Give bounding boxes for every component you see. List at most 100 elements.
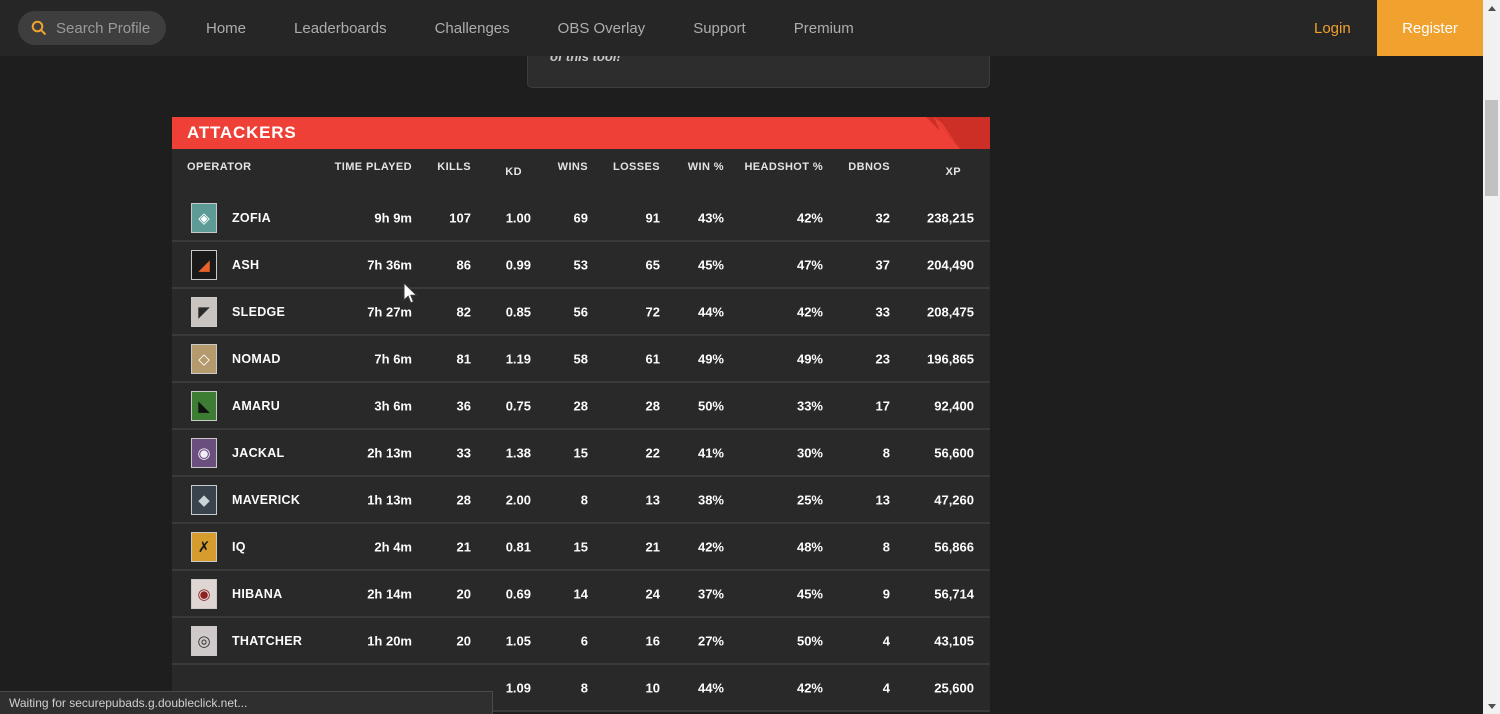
cell-wins: 8 bbox=[580, 680, 588, 695]
cell-losses: 10 bbox=[645, 680, 660, 695]
column-header-dbnos[interactable]: DBNOS bbox=[848, 161, 890, 173]
cell-xp: 43,105 bbox=[934, 633, 974, 648]
cell-kd: 0.85 bbox=[505, 304, 531, 319]
column-header-losses[interactable]: LOSSES bbox=[612, 161, 660, 173]
cell-losses: 24 bbox=[645, 586, 660, 601]
cell-kills: 86 bbox=[456, 257, 471, 272]
cell-kd: 0.99 bbox=[505, 257, 531, 272]
cell-win-pct: 45% bbox=[697, 257, 724, 272]
cell-headshot-pct: 42% bbox=[796, 304, 823, 319]
cell-win-pct: 27% bbox=[697, 633, 724, 648]
cell-headshot-pct: 33% bbox=[796, 398, 823, 413]
cell-headshot-pct: 42% bbox=[796, 210, 823, 225]
nomad-operator-icon: ◇ bbox=[191, 344, 217, 374]
cell-time-played: 2h 4m bbox=[374, 539, 412, 554]
cell-kills: 33 bbox=[456, 445, 471, 460]
column-header-kd[interactable]: KD bbox=[505, 166, 522, 178]
cell-headshot-pct: 50% bbox=[796, 633, 823, 648]
iq-operator-icon: ✗ bbox=[191, 532, 217, 562]
cell-wins: 53 bbox=[573, 257, 588, 272]
cell-time-played: 1h 20m bbox=[367, 633, 412, 648]
cell-time-played: 7h 36m bbox=[367, 257, 412, 272]
cell-kills: 82 bbox=[456, 304, 471, 319]
table-row: ✗ IQ 2h 4m 21 0.81 15 21 42% 48% 8 56,86… bbox=[172, 524, 990, 571]
cell-losses: 13 bbox=[645, 492, 660, 507]
table-row: ◎ THATCHER 1h 20m 20 1.05 6 16 27% 50% 4… bbox=[172, 618, 990, 665]
cell-wins: 28 bbox=[573, 398, 588, 413]
cell-time-played: 7h 6m bbox=[374, 351, 412, 366]
cell-wins: 15 bbox=[573, 445, 588, 460]
cell-losses: 72 bbox=[645, 304, 660, 319]
cell-kills: 20 bbox=[456, 633, 471, 648]
login-link[interactable]: Login bbox=[1314, 19, 1351, 37]
table-row: ◉ HIBANA 2h 14m 20 0.69 14 24 37% 45% 9 … bbox=[172, 571, 990, 618]
cell-win-pct: 44% bbox=[697, 304, 724, 319]
cell-xp: 25,600 bbox=[934, 680, 974, 695]
search-profile-box[interactable] bbox=[18, 11, 166, 45]
column-header-xp[interactable]: XP bbox=[945, 166, 961, 178]
operator-name: HIBANA bbox=[232, 586, 283, 601]
sledge-operator-icon: ◤ bbox=[191, 297, 217, 327]
operator-name: MAVERICK bbox=[232, 492, 301, 507]
hibana-operator-icon: ◉ bbox=[191, 579, 217, 609]
nav-item-challenges[interactable]: Challenges bbox=[434, 19, 510, 37]
nav-links: Home Leaderboards Challenges OBS Overlay… bbox=[206, 0, 854, 56]
browser-status-bar: Waiting for securepubads.g.doubleclick.n… bbox=[0, 691, 493, 714]
scroll-up-arrow-icon[interactable] bbox=[1483, 0, 1500, 16]
column-header-wins[interactable]: WINS bbox=[557, 161, 588, 173]
column-header-win-pct[interactable]: WIN % bbox=[687, 161, 724, 173]
cell-win-pct: 43% bbox=[697, 210, 724, 225]
operator-name: AMARU bbox=[232, 398, 281, 413]
cell-wins: 69 bbox=[573, 210, 588, 225]
cell-headshot-pct: 42% bbox=[796, 680, 823, 695]
zofia-operator-icon: ◈ bbox=[191, 203, 217, 233]
cell-win-pct: 44% bbox=[697, 680, 724, 695]
cell-xp: 92,400 bbox=[934, 398, 974, 413]
operator-name: ZOFIA bbox=[232, 210, 271, 225]
cell-wins: 58 bbox=[573, 351, 588, 366]
scrollbar-thumb[interactable] bbox=[1485, 100, 1498, 196]
cell-xp: 196,865 bbox=[927, 351, 974, 366]
banner-bolt-decoration bbox=[926, 117, 990, 149]
scrollbar[interactable] bbox=[1483, 0, 1500, 714]
cell-wins: 56 bbox=[573, 304, 588, 319]
cell-kills: 81 bbox=[456, 351, 471, 366]
cell-losses: 91 bbox=[645, 210, 660, 225]
cell-headshot-pct: 25% bbox=[796, 492, 823, 507]
cell-dbnos: 23 bbox=[875, 351, 890, 366]
cell-xp: 47,260 bbox=[934, 492, 974, 507]
operator-name: NOMAD bbox=[232, 351, 281, 366]
attackers-banner: ATTACKERS bbox=[172, 117, 990, 149]
nav-item-premium[interactable]: Premium bbox=[793, 19, 854, 37]
register-button[interactable]: Register bbox=[1377, 0, 1483, 56]
cell-kd: 0.69 bbox=[505, 586, 531, 601]
table-title: ATTACKERS bbox=[187, 123, 297, 142]
cell-dbnos: 8 bbox=[882, 539, 890, 554]
nav-item-support[interactable]: Support bbox=[693, 19, 746, 37]
nav-item-leaderboards[interactable]: Leaderboards bbox=[294, 19, 387, 37]
operator-name: THATCHER bbox=[232, 633, 303, 648]
nav-item-home[interactable]: Home bbox=[206, 19, 247, 37]
column-header-operator[interactable]: OPERATOR bbox=[187, 161, 252, 173]
top-navbar: Home Leaderboards Challenges OBS Overlay… bbox=[0, 0, 1500, 56]
search-icon bbox=[31, 20, 47, 36]
table-row: ◣ AMARU 3h 6m 36 0.75 28 28 50% 33% 17 9… bbox=[172, 383, 990, 430]
cell-win-pct: 37% bbox=[697, 586, 724, 601]
cell-xp: 208,475 bbox=[927, 304, 974, 319]
cell-win-pct: 50% bbox=[697, 398, 724, 413]
operator-name: ASH bbox=[232, 257, 260, 272]
column-header-time-played[interactable]: TIME PLAYED bbox=[334, 161, 412, 173]
amaru-operator-icon: ◣ bbox=[191, 391, 217, 421]
cell-time-played: 7h 27m bbox=[367, 304, 412, 319]
table-header-row: OPERATOR TIME PLAYED KILLS KD WINS LOSSE… bbox=[172, 149, 990, 195]
cell-time-played: 1h 13m bbox=[367, 492, 412, 507]
cell-win-pct: 41% bbox=[697, 445, 724, 460]
cell-kd: 1.09 bbox=[505, 680, 531, 695]
nav-item-obs-overlay[interactable]: OBS Overlay bbox=[557, 19, 646, 37]
cell-kd: 2.00 bbox=[505, 492, 531, 507]
column-header-kills[interactable]: KILLS bbox=[437, 161, 471, 173]
scroll-down-arrow-icon[interactable] bbox=[1483, 698, 1500, 714]
cell-kd: 0.81 bbox=[505, 539, 531, 554]
column-header-headshot-pct[interactable]: HEADSHOT % bbox=[744, 161, 823, 173]
search-input[interactable] bbox=[56, 19, 161, 37]
